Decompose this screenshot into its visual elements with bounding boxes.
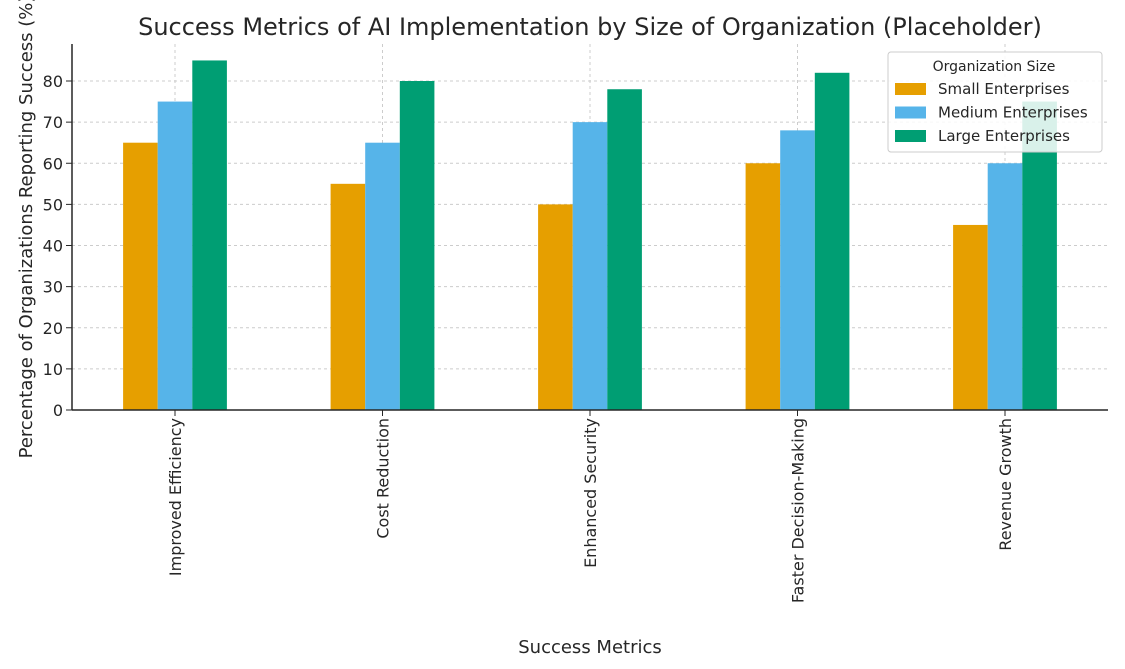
legend-label: Medium Enterprises — [938, 104, 1088, 122]
x-tick-label: Faster Decision-Making — [789, 418, 808, 603]
bar — [745, 163, 781, 410]
x-tick-label: Enhanced Security — [581, 418, 600, 568]
x-tick-label: Cost Reduction — [374, 418, 393, 539]
legend-swatch — [895, 130, 926, 142]
legend-label: Large Enterprises — [938, 127, 1070, 145]
bar — [538, 204, 573, 410]
y-tick-label: 0 — [53, 401, 63, 420]
y-tick-label: 40 — [43, 237, 63, 256]
y-ticks: 0 10 20 30 40 50 60 70 80 — [43, 72, 72, 420]
legend-swatch — [895, 106, 926, 119]
legend-items: Small Enterprises Medium Enterprises Large… — [895, 80, 1088, 145]
legend-label: Small Enterprises — [938, 80, 1070, 98]
bar — [157, 101, 193, 411]
y-tick-label: 50 — [43, 195, 63, 214]
bar — [780, 130, 815, 410]
bar — [399, 81, 435, 411]
bar — [365, 142, 400, 410]
y-tick-label: 20 — [43, 319, 63, 338]
bars-group — [123, 60, 1057, 411]
bar — [607, 89, 642, 410]
bar — [192, 60, 227, 411]
y-tick-label: 60 — [43, 154, 63, 173]
y-tick-label: 10 — [43, 360, 63, 379]
bar — [987, 163, 1023, 410]
x-ticks: Improved Efficiency Cost Reduction Enhance… — [166, 410, 1015, 603]
legend: Organization Size Small Enterprises Mediu… — [887, 51, 1103, 153]
y-tick-label: 30 — [43, 278, 63, 297]
y-axis-label: Percentage of Organizations Reporting Su… — [16, 0, 37, 458]
bar — [814, 72, 850, 411]
y-tick-label: 70 — [43, 113, 63, 132]
legend-frame — [887, 51, 1103, 153]
x-tick-label: Improved Efficiency — [166, 418, 185, 576]
bar — [1022, 101, 1057, 411]
chart-title: Success Metrics of AI Implementation by … — [138, 13, 1042, 41]
bar — [123, 142, 158, 410]
x-tick-label: Revenue Growth — [996, 418, 1015, 551]
legend-swatch — [895, 83, 926, 95]
y-tick-label: 80 — [43, 72, 63, 91]
bar — [572, 122, 608, 411]
bar — [953, 224, 988, 410]
x-axis-label: Success Metrics — [518, 637, 662, 658]
bar — [330, 183, 366, 410]
legend-title: Organization Size — [933, 59, 1056, 75]
